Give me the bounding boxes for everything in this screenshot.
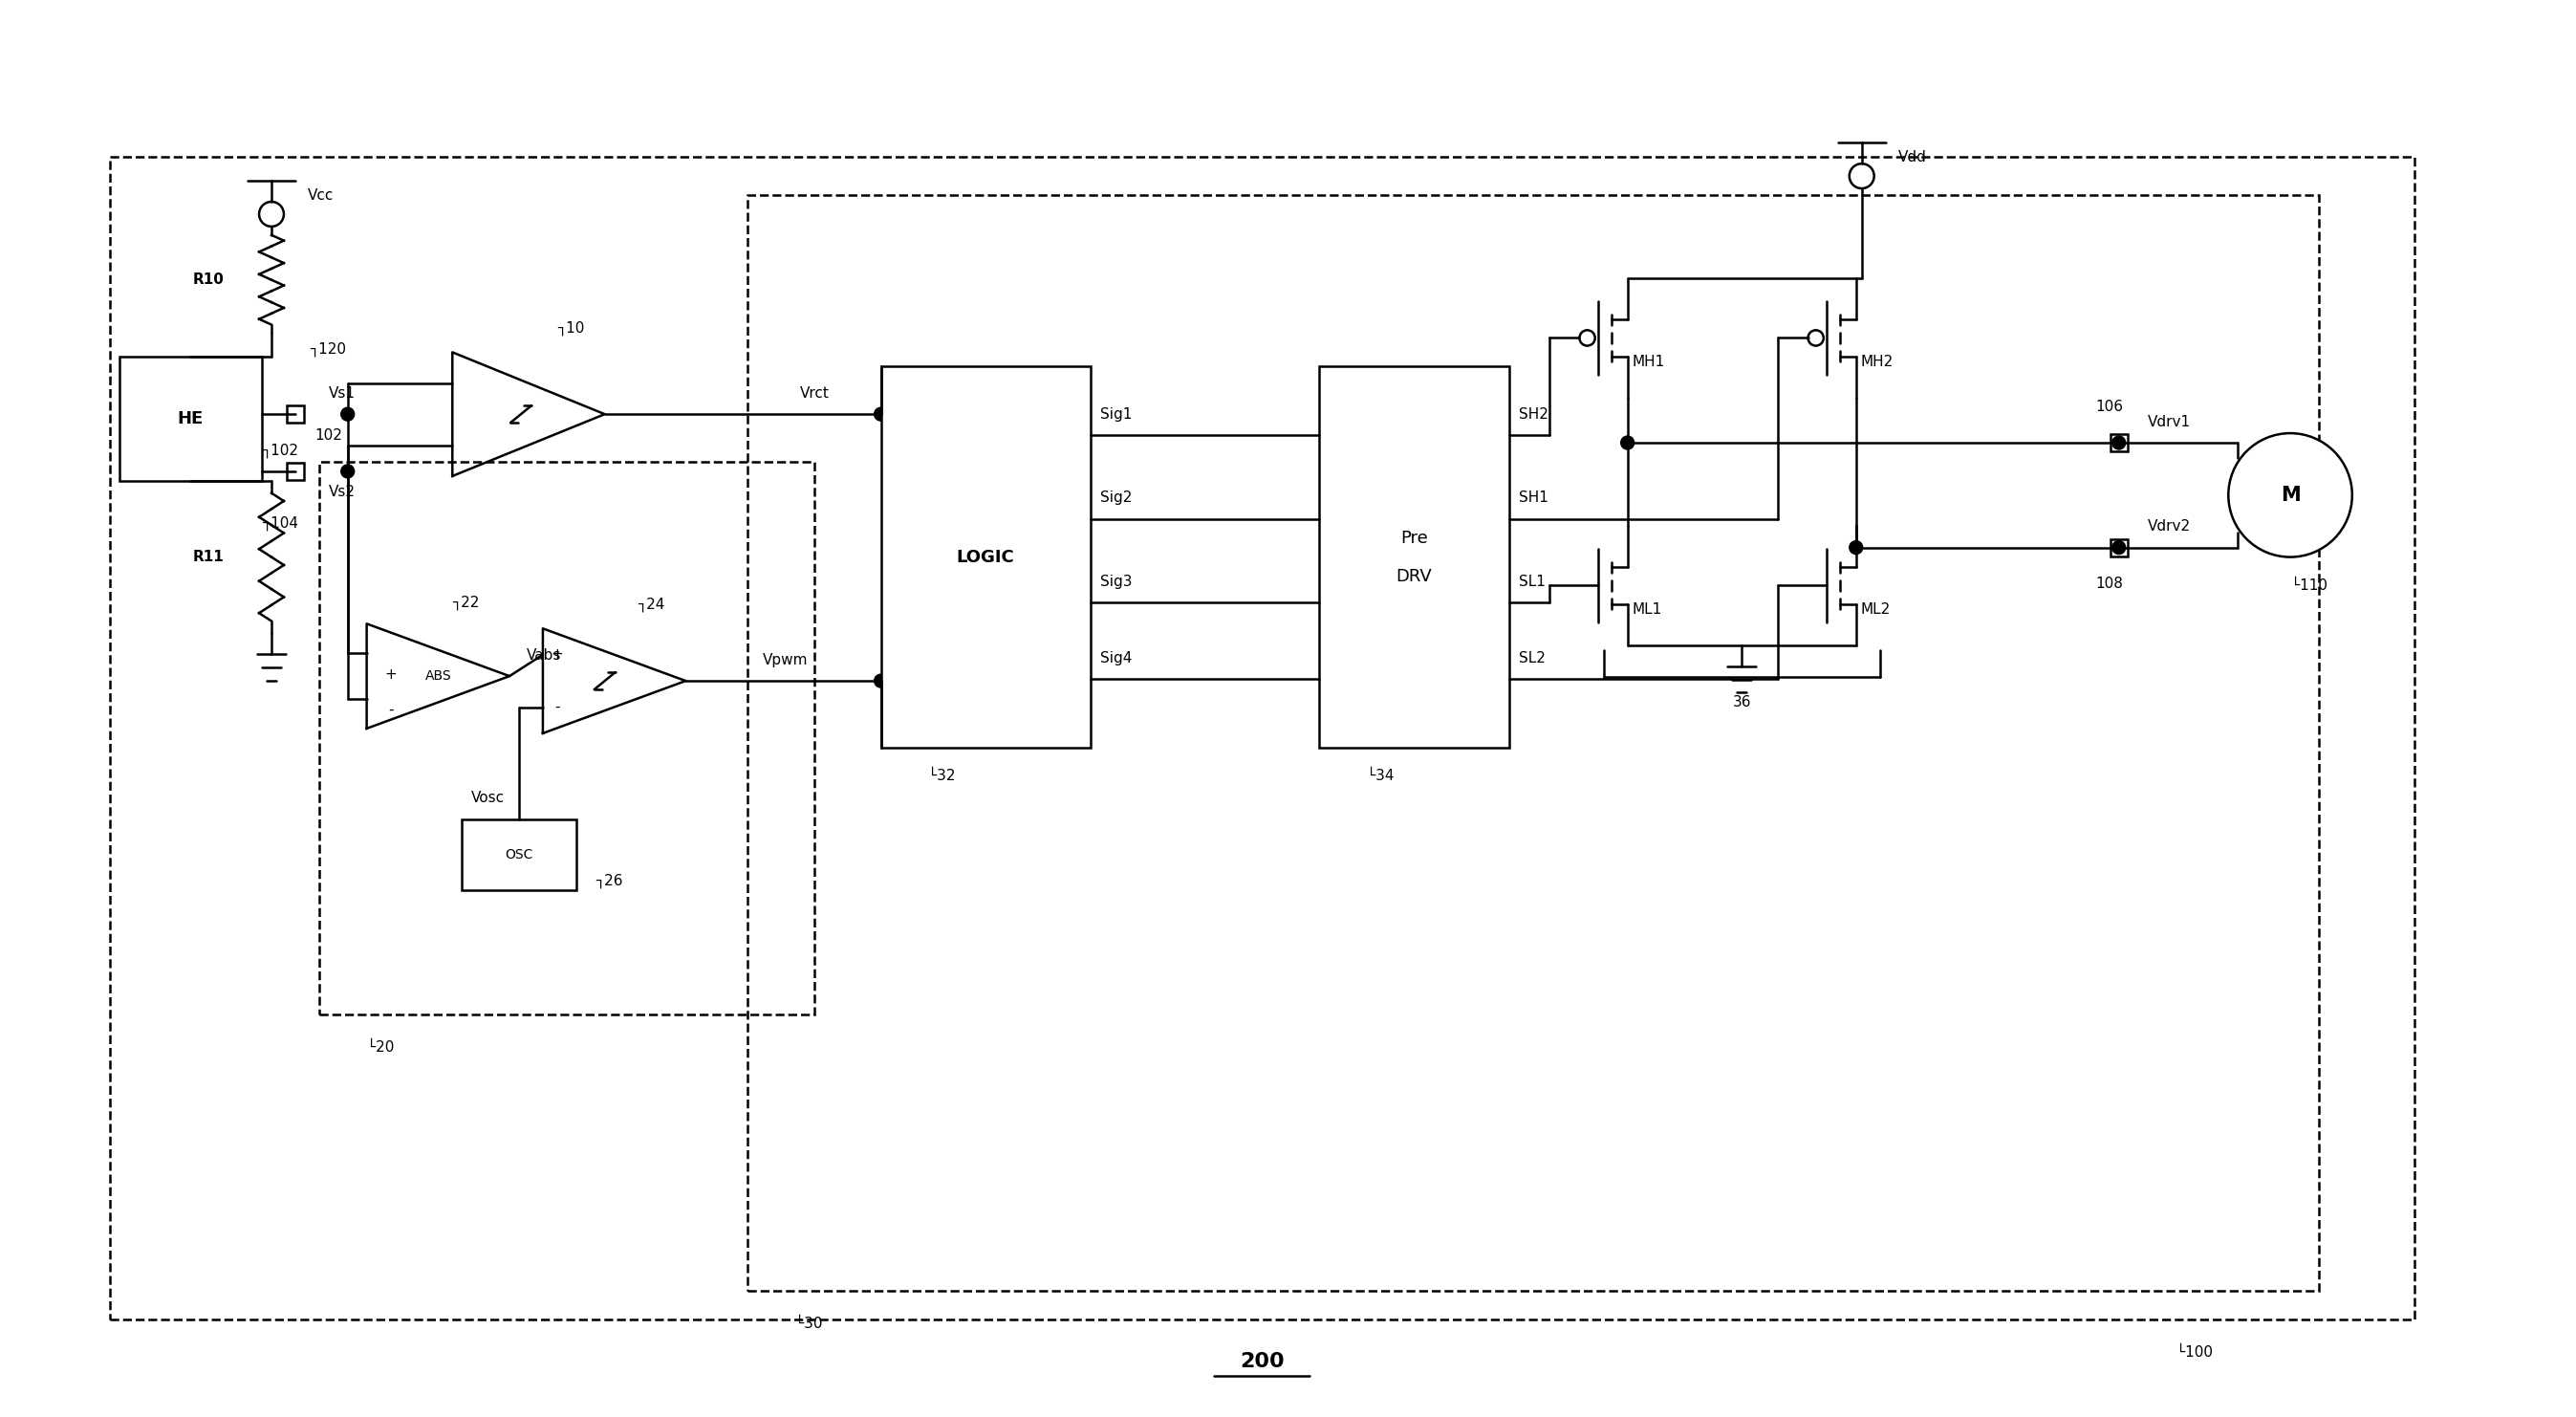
Text: Vpwm: Vpwm: [762, 653, 809, 667]
Text: ┐120: ┐120: [309, 341, 345, 357]
Text: +: +: [551, 648, 564, 662]
Text: R10: R10: [193, 272, 224, 288]
Text: Vrct: Vrct: [799, 385, 829, 401]
Circle shape: [1808, 330, 1824, 346]
Text: Vcc: Vcc: [307, 188, 335, 203]
Text: HE: HE: [178, 411, 204, 428]
Text: +: +: [384, 667, 397, 682]
Text: ┐26: ┐26: [595, 873, 623, 888]
Text: Sig4: Sig4: [1100, 650, 1131, 665]
Text: └20: └20: [366, 1040, 394, 1054]
Bar: [118, 357, 263, 480]
Text: 102: 102: [314, 428, 343, 442]
Text: └32: └32: [927, 769, 956, 784]
Text: Vdrv1: Vdrv1: [2148, 415, 2190, 429]
Text: ABS: ABS: [425, 669, 451, 683]
Bar: [2110, 538, 2128, 555]
Circle shape: [2112, 436, 2125, 449]
Circle shape: [873, 674, 889, 687]
Circle shape: [340, 465, 355, 478]
Text: 106: 106: [2094, 400, 2123, 414]
Bar: [2110, 434, 2128, 451]
Bar: [1319, 367, 1510, 748]
Text: 200: 200: [1239, 1352, 1283, 1372]
Text: M: M: [2280, 486, 2300, 504]
Text: Pre: Pre: [1401, 530, 1427, 547]
Circle shape: [340, 408, 355, 421]
Text: DRV: DRV: [1396, 567, 1432, 585]
Circle shape: [2112, 541, 2125, 554]
Circle shape: [1620, 436, 1633, 449]
Text: Vabs: Vabs: [526, 648, 562, 662]
Text: 108: 108: [2094, 577, 2123, 591]
Bar: [286, 405, 304, 422]
Text: -: -: [389, 703, 394, 717]
Bar: [286, 463, 304, 480]
Circle shape: [873, 408, 889, 421]
Text: 36: 36: [1734, 696, 1752, 710]
Text: SL2: SL2: [1520, 650, 1546, 665]
Text: ┐104: ┐104: [263, 516, 299, 531]
Text: Sig3: Sig3: [1100, 575, 1131, 589]
Text: ┐22: ┐22: [453, 595, 479, 611]
Text: ┐102: ┐102: [263, 444, 299, 458]
Text: Vdrv2: Vdrv2: [2148, 520, 2190, 534]
Text: Vs1: Vs1: [330, 385, 355, 401]
Text: SH1: SH1: [1520, 490, 1548, 504]
Text: MH1: MH1: [1633, 354, 1664, 368]
Bar: [319, 462, 814, 1015]
Circle shape: [1579, 330, 1595, 346]
Text: SL1: SL1: [1520, 575, 1546, 589]
Text: ML1: ML1: [1633, 602, 1662, 616]
Text: MH2: MH2: [1860, 354, 1893, 368]
Bar: [461, 819, 577, 890]
Text: ┐24: ┐24: [639, 598, 665, 612]
Text: -: -: [554, 700, 559, 714]
Text: SH2: SH2: [1520, 407, 1548, 421]
Text: ML2: ML2: [1860, 602, 1891, 616]
Text: ┐10: ┐10: [556, 322, 585, 336]
Text: └30: └30: [796, 1316, 822, 1331]
Bar: [747, 196, 2318, 1291]
Text: Sig2: Sig2: [1100, 490, 1131, 504]
Text: R11: R11: [193, 550, 224, 564]
Text: └100: └100: [2177, 1345, 2213, 1359]
Circle shape: [260, 201, 283, 227]
Text: LOGIC: LOGIC: [956, 548, 1015, 565]
Bar: [881, 367, 1090, 748]
Circle shape: [2228, 434, 2352, 557]
Circle shape: [1850, 541, 1862, 554]
Text: Vdd: Vdd: [1899, 150, 1927, 164]
Bar: [111, 157, 2414, 1319]
Text: └110: └110: [2290, 578, 2329, 592]
Text: └34: └34: [1365, 769, 1394, 784]
Text: OSC: OSC: [505, 847, 533, 862]
Text: Vosc: Vosc: [471, 791, 505, 805]
Text: Vs2: Vs2: [330, 485, 355, 499]
Text: Sig1: Sig1: [1100, 407, 1131, 421]
Circle shape: [1850, 163, 1875, 188]
